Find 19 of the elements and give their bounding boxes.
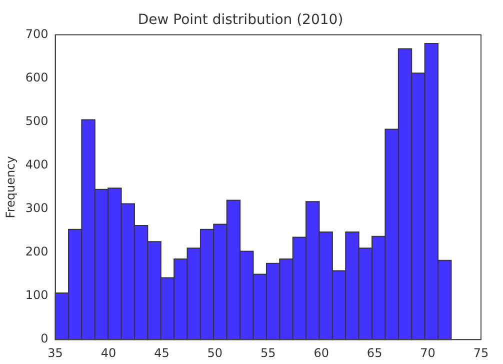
x-tick-label: 70 bbox=[420, 346, 436, 360]
x-tick-label: 35 bbox=[48, 346, 63, 360]
y-tick-label: 100 bbox=[25, 288, 48, 302]
y-tick-label: 700 bbox=[25, 26, 48, 41]
x-tick-label: 45 bbox=[154, 346, 170, 360]
y-tick-label: 600 bbox=[25, 70, 48, 84]
y-axis-title: Frequency bbox=[3, 156, 18, 218]
x-tick-label: 50 bbox=[207, 346, 223, 360]
y-tick-label: 300 bbox=[25, 201, 48, 216]
y-tick-label: 400 bbox=[25, 158, 48, 172]
y-tick-label: 200 bbox=[25, 244, 48, 259]
x-tick-label: 75 bbox=[473, 346, 489, 360]
chart-title: Dew Point distribution (2010) bbox=[138, 12, 344, 28]
x-tick-label: 55 bbox=[260, 346, 276, 360]
y-tick-label: 0 bbox=[40, 332, 48, 346]
x-tick-label: 65 bbox=[366, 346, 382, 360]
x-tick-label: 60 bbox=[314, 346, 330, 360]
y-tick-label: 500 bbox=[25, 114, 48, 128]
x-tick-label: 40 bbox=[100, 346, 116, 360]
